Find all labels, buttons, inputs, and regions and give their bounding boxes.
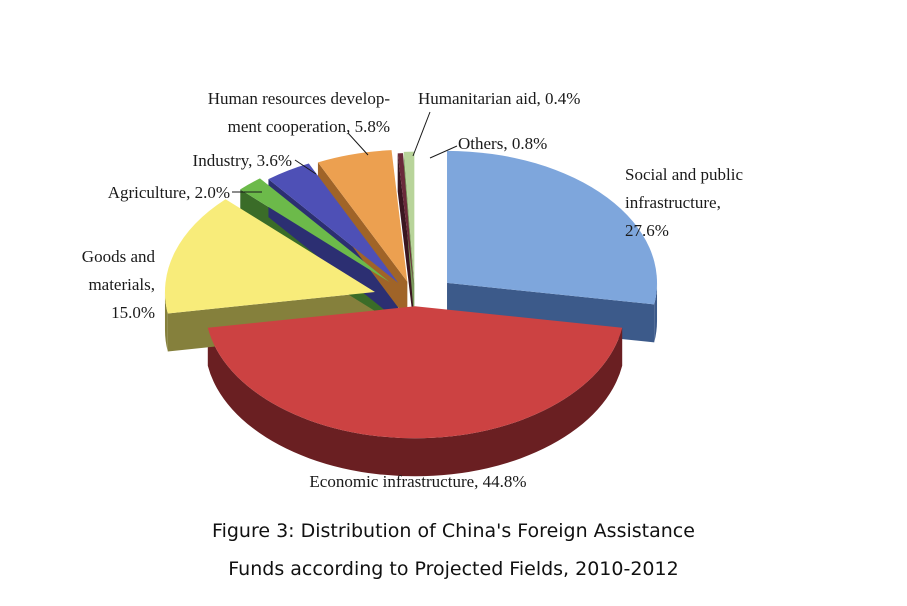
pie-slice-wall-humanitarian-aid <box>397 153 414 323</box>
pie-slice-economic-infrastructure <box>207 306 623 439</box>
chart-title-line-1: Figure 3: Distribution of China's Foreig… <box>212 520 695 542</box>
pie-slice-side-economic-infrastructure <box>207 327 623 477</box>
pie-slice-industry <box>268 163 399 283</box>
pie-slice-human-resources-development-cooperation <box>317 150 408 282</box>
pie-slice-humanitarian-aid <box>397 153 414 285</box>
pie-slice-goods-and-materials <box>164 199 375 314</box>
pie-slice-others <box>403 151 415 284</box>
pie-slice-side-social-and-public-infrastructure <box>654 282 658 343</box>
slice-label-industry: Industry, 3.6% <box>193 151 292 170</box>
slice-label-human-resources-development-cooperation: Human resources develop-ment cooperation… <box>208 89 391 136</box>
pie-slice-agriculture <box>240 178 390 283</box>
slice-label-agriculture: Agriculture, 2.0% <box>108 183 230 202</box>
slice-label-economic-infrastructure: Economic infrastructure, 44.8% <box>309 472 526 491</box>
pie-slice-side-goods-and-materials <box>164 291 168 352</box>
leader-line-industry <box>294 159 317 175</box>
pie-slice-social-and-public-infrastructure <box>447 150 658 305</box>
leader-line-others <box>429 145 458 159</box>
leader-line-humanitarian-aid <box>412 111 431 157</box>
slice-label-social-and-public-infrastructure: Social and public infrastructure, 27.6% <box>625 165 743 240</box>
chart-title-line-2: Funds according to Projected Fields, 201… <box>228 558 679 580</box>
slice-label-others: Others, 0.8% <box>458 134 547 153</box>
slice-label-humanitarian-aid: Humanitarian aid, 0.4% <box>418 89 580 108</box>
leader-line-human-resources-development-cooperation <box>347 132 369 156</box>
slice-label-goods-and-materials: Goods and materials, 15.0% <box>82 247 156 322</box>
